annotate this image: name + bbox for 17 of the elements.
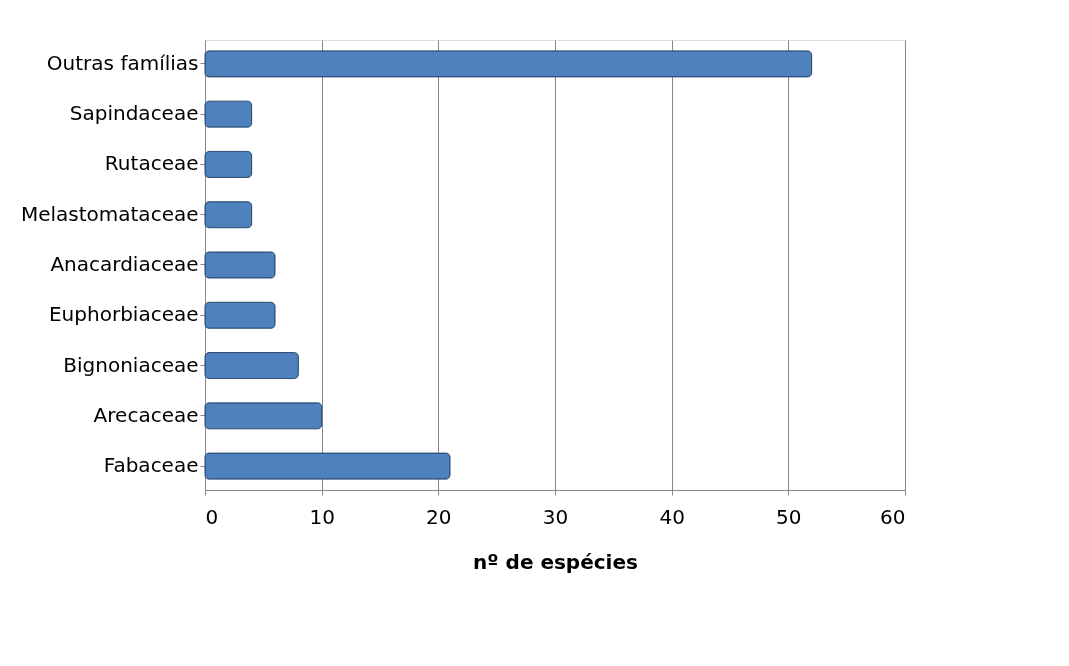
x-tick-label: 50 xyxy=(776,504,802,529)
y-tick-label: Euphorbiaceae xyxy=(48,302,199,327)
x-tick-label: 10 xyxy=(309,504,335,529)
x-tick-label: 30 xyxy=(542,504,569,529)
x-tick-label: 20 xyxy=(426,504,452,529)
y-tick-label: Arecaceae xyxy=(93,402,199,427)
y-tick-label: Outras famílias xyxy=(46,50,199,75)
y-tick-label: Sapindaceae xyxy=(69,101,199,126)
y-tick-label: Fabaceae xyxy=(103,453,199,478)
x-tick-label: 0 xyxy=(205,504,219,529)
x-tick-label: 40 xyxy=(659,504,685,529)
y-tick-label: Anacardiaceae xyxy=(50,252,199,276)
x-axis-title: nº de espécies xyxy=(473,549,638,574)
y-tick-label: Bignoniaceae xyxy=(63,352,199,377)
y-tick-label: Melastomataceae xyxy=(20,201,199,226)
x-tick-label: 60 xyxy=(880,504,906,529)
y-tick-label: Rutaceae xyxy=(104,151,199,176)
